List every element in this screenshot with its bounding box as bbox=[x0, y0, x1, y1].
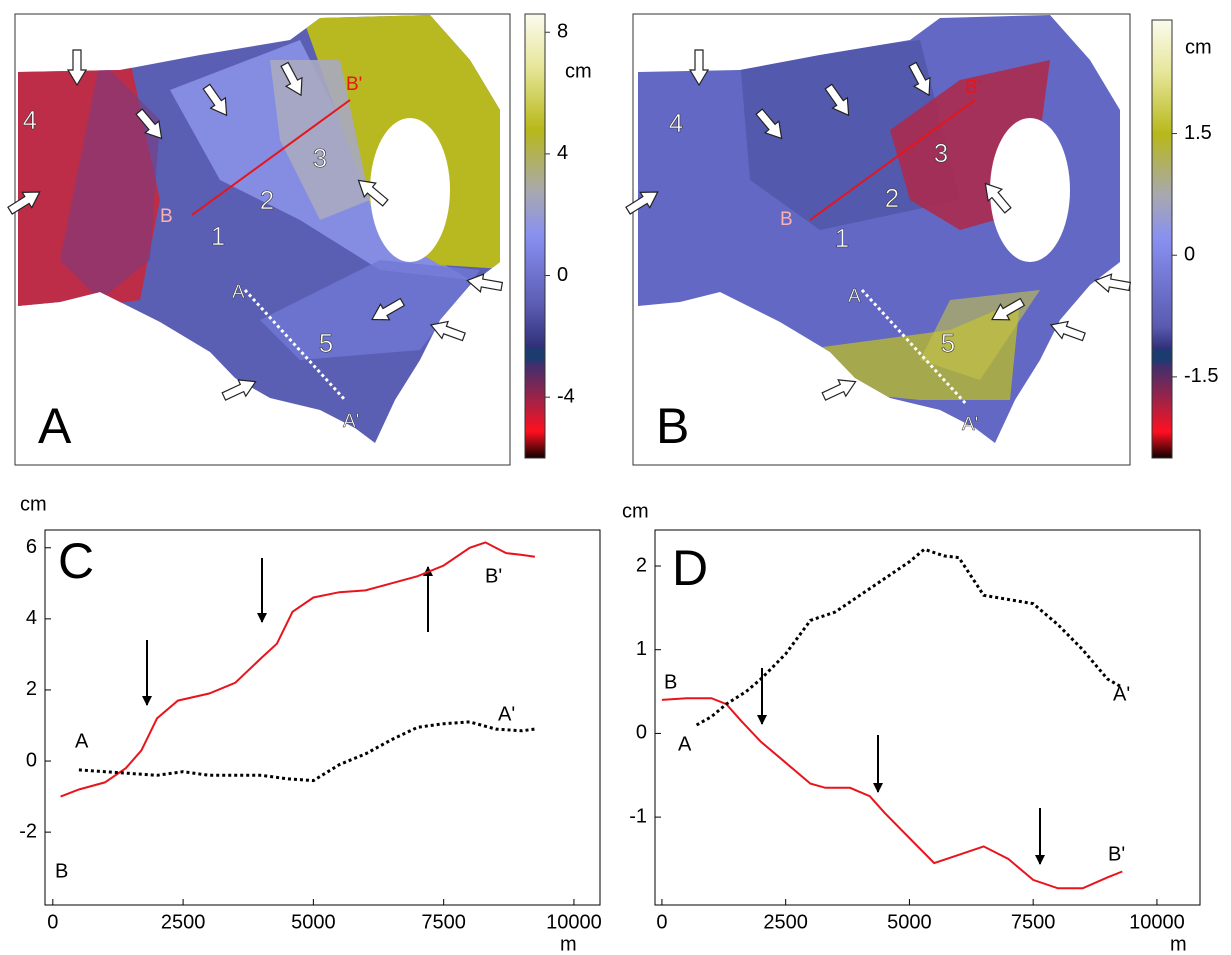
series-line bbox=[661, 697, 1123, 890]
series-line bbox=[695, 547, 1124, 727]
series-label: B' bbox=[1108, 843, 1125, 865]
panel-label: C bbox=[58, 533, 94, 589]
zone-label: 5 bbox=[319, 328, 333, 358]
colorbar-tick-label: 1.5 bbox=[1184, 122, 1212, 144]
colorbar bbox=[524, 13, 546, 459]
zone-label: 3 bbox=[313, 143, 327, 173]
colorbar-tick-label: 0 bbox=[557, 264, 568, 286]
colorbar-unit: cm bbox=[565, 60, 592, 82]
y-tick-label: 2 bbox=[26, 678, 37, 700]
profile-label: B bbox=[780, 209, 793, 230]
y-tick-label: -1 bbox=[629, 805, 647, 827]
y-axis-label: cm bbox=[20, 493, 47, 515]
x-tick-label: 0 bbox=[47, 911, 58, 933]
x-tick-label: 10000 bbox=[546, 911, 602, 933]
profile-line bbox=[243, 288, 347, 402]
x-tick-label: 7500 bbox=[1011, 911, 1056, 933]
x-axis-label: m bbox=[1170, 933, 1187, 955]
y-tick-label: 1 bbox=[636, 638, 647, 660]
profile-label: A' bbox=[343, 411, 359, 432]
profile-label: B bbox=[160, 206, 173, 227]
series-label: B bbox=[55, 860, 68, 882]
series-label: B bbox=[664, 671, 677, 693]
zone-label: 4 bbox=[23, 105, 37, 135]
panel-label: B bbox=[656, 398, 689, 454]
panel-label: A bbox=[38, 398, 72, 454]
colorbar-tick-label: 4 bbox=[557, 142, 568, 164]
x-tick-label: 2500 bbox=[763, 911, 808, 933]
profile-line bbox=[191, 99, 351, 216]
y-tick-label: 2 bbox=[636, 554, 647, 576]
x-tick-label: 10000 bbox=[1129, 911, 1185, 933]
y-tick-label: 0 bbox=[636, 722, 647, 744]
zone-label: 1 bbox=[211, 221, 225, 251]
profile-label: A' bbox=[962, 414, 978, 435]
profile-line bbox=[809, 99, 976, 221]
series-label: A bbox=[75, 730, 89, 752]
map-panel-b: 4 1 2 3 5 A A' B B' B cm bbox=[622, 13, 1212, 466]
x-tick-label: 0 bbox=[656, 911, 667, 933]
y-tick-label: 4 bbox=[26, 607, 37, 629]
x-tick-label: 7500 bbox=[421, 911, 466, 933]
plot-frame bbox=[44, 529, 601, 906]
colorbar-tick-label: 0 bbox=[1184, 244, 1195, 266]
colorbar bbox=[1151, 19, 1173, 459]
profile-label: B' bbox=[965, 77, 981, 98]
map-panel-a: 4 1 2 3 5 A A' B B' A cm bbox=[4, 13, 592, 466]
hole bbox=[370, 118, 450, 262]
zone-label: 2 bbox=[885, 183, 899, 213]
series-label: A bbox=[678, 733, 692, 755]
series-line bbox=[78, 720, 536, 783]
x-axis-label: m bbox=[560, 933, 577, 955]
profile-label: A bbox=[848, 286, 861, 307]
zone-label: 1 bbox=[835, 223, 849, 253]
zone-label: 3 bbox=[934, 138, 948, 168]
series-line bbox=[60, 541, 536, 798]
profile-line bbox=[860, 288, 969, 407]
profile-label: B' bbox=[346, 74, 362, 95]
colorbar-tick-label: 8 bbox=[557, 21, 568, 43]
colorbar-tick-label: -1.5 bbox=[1184, 365, 1218, 387]
y-tick-label: 6 bbox=[26, 536, 37, 558]
series-label: A' bbox=[498, 703, 515, 725]
y-tick-label: 0 bbox=[26, 749, 37, 771]
y-axis-label: cm bbox=[622, 500, 649, 522]
zone-label: 2 bbox=[260, 185, 274, 215]
panel-label: D bbox=[672, 540, 708, 596]
x-tick-label: 2500 bbox=[161, 911, 206, 933]
x-tick-label: 5000 bbox=[887, 911, 932, 933]
zone-label: 5 bbox=[941, 328, 955, 358]
colorbar-unit: cm bbox=[1185, 36, 1212, 58]
colorbar-tick-label: -4 bbox=[557, 385, 575, 407]
zone-label: 4 bbox=[669, 108, 683, 138]
x-tick-label: 5000 bbox=[291, 911, 336, 933]
plot-frame bbox=[654, 529, 1201, 906]
line-annotations: cm m C A A' B B' cm m D B A A' B' bbox=[20, 493, 1187, 955]
y-tick-label: -2 bbox=[19, 820, 37, 842]
series-label: B' bbox=[485, 565, 502, 587]
profile-label: A bbox=[232, 282, 245, 303]
series-label: A' bbox=[1113, 683, 1130, 705]
